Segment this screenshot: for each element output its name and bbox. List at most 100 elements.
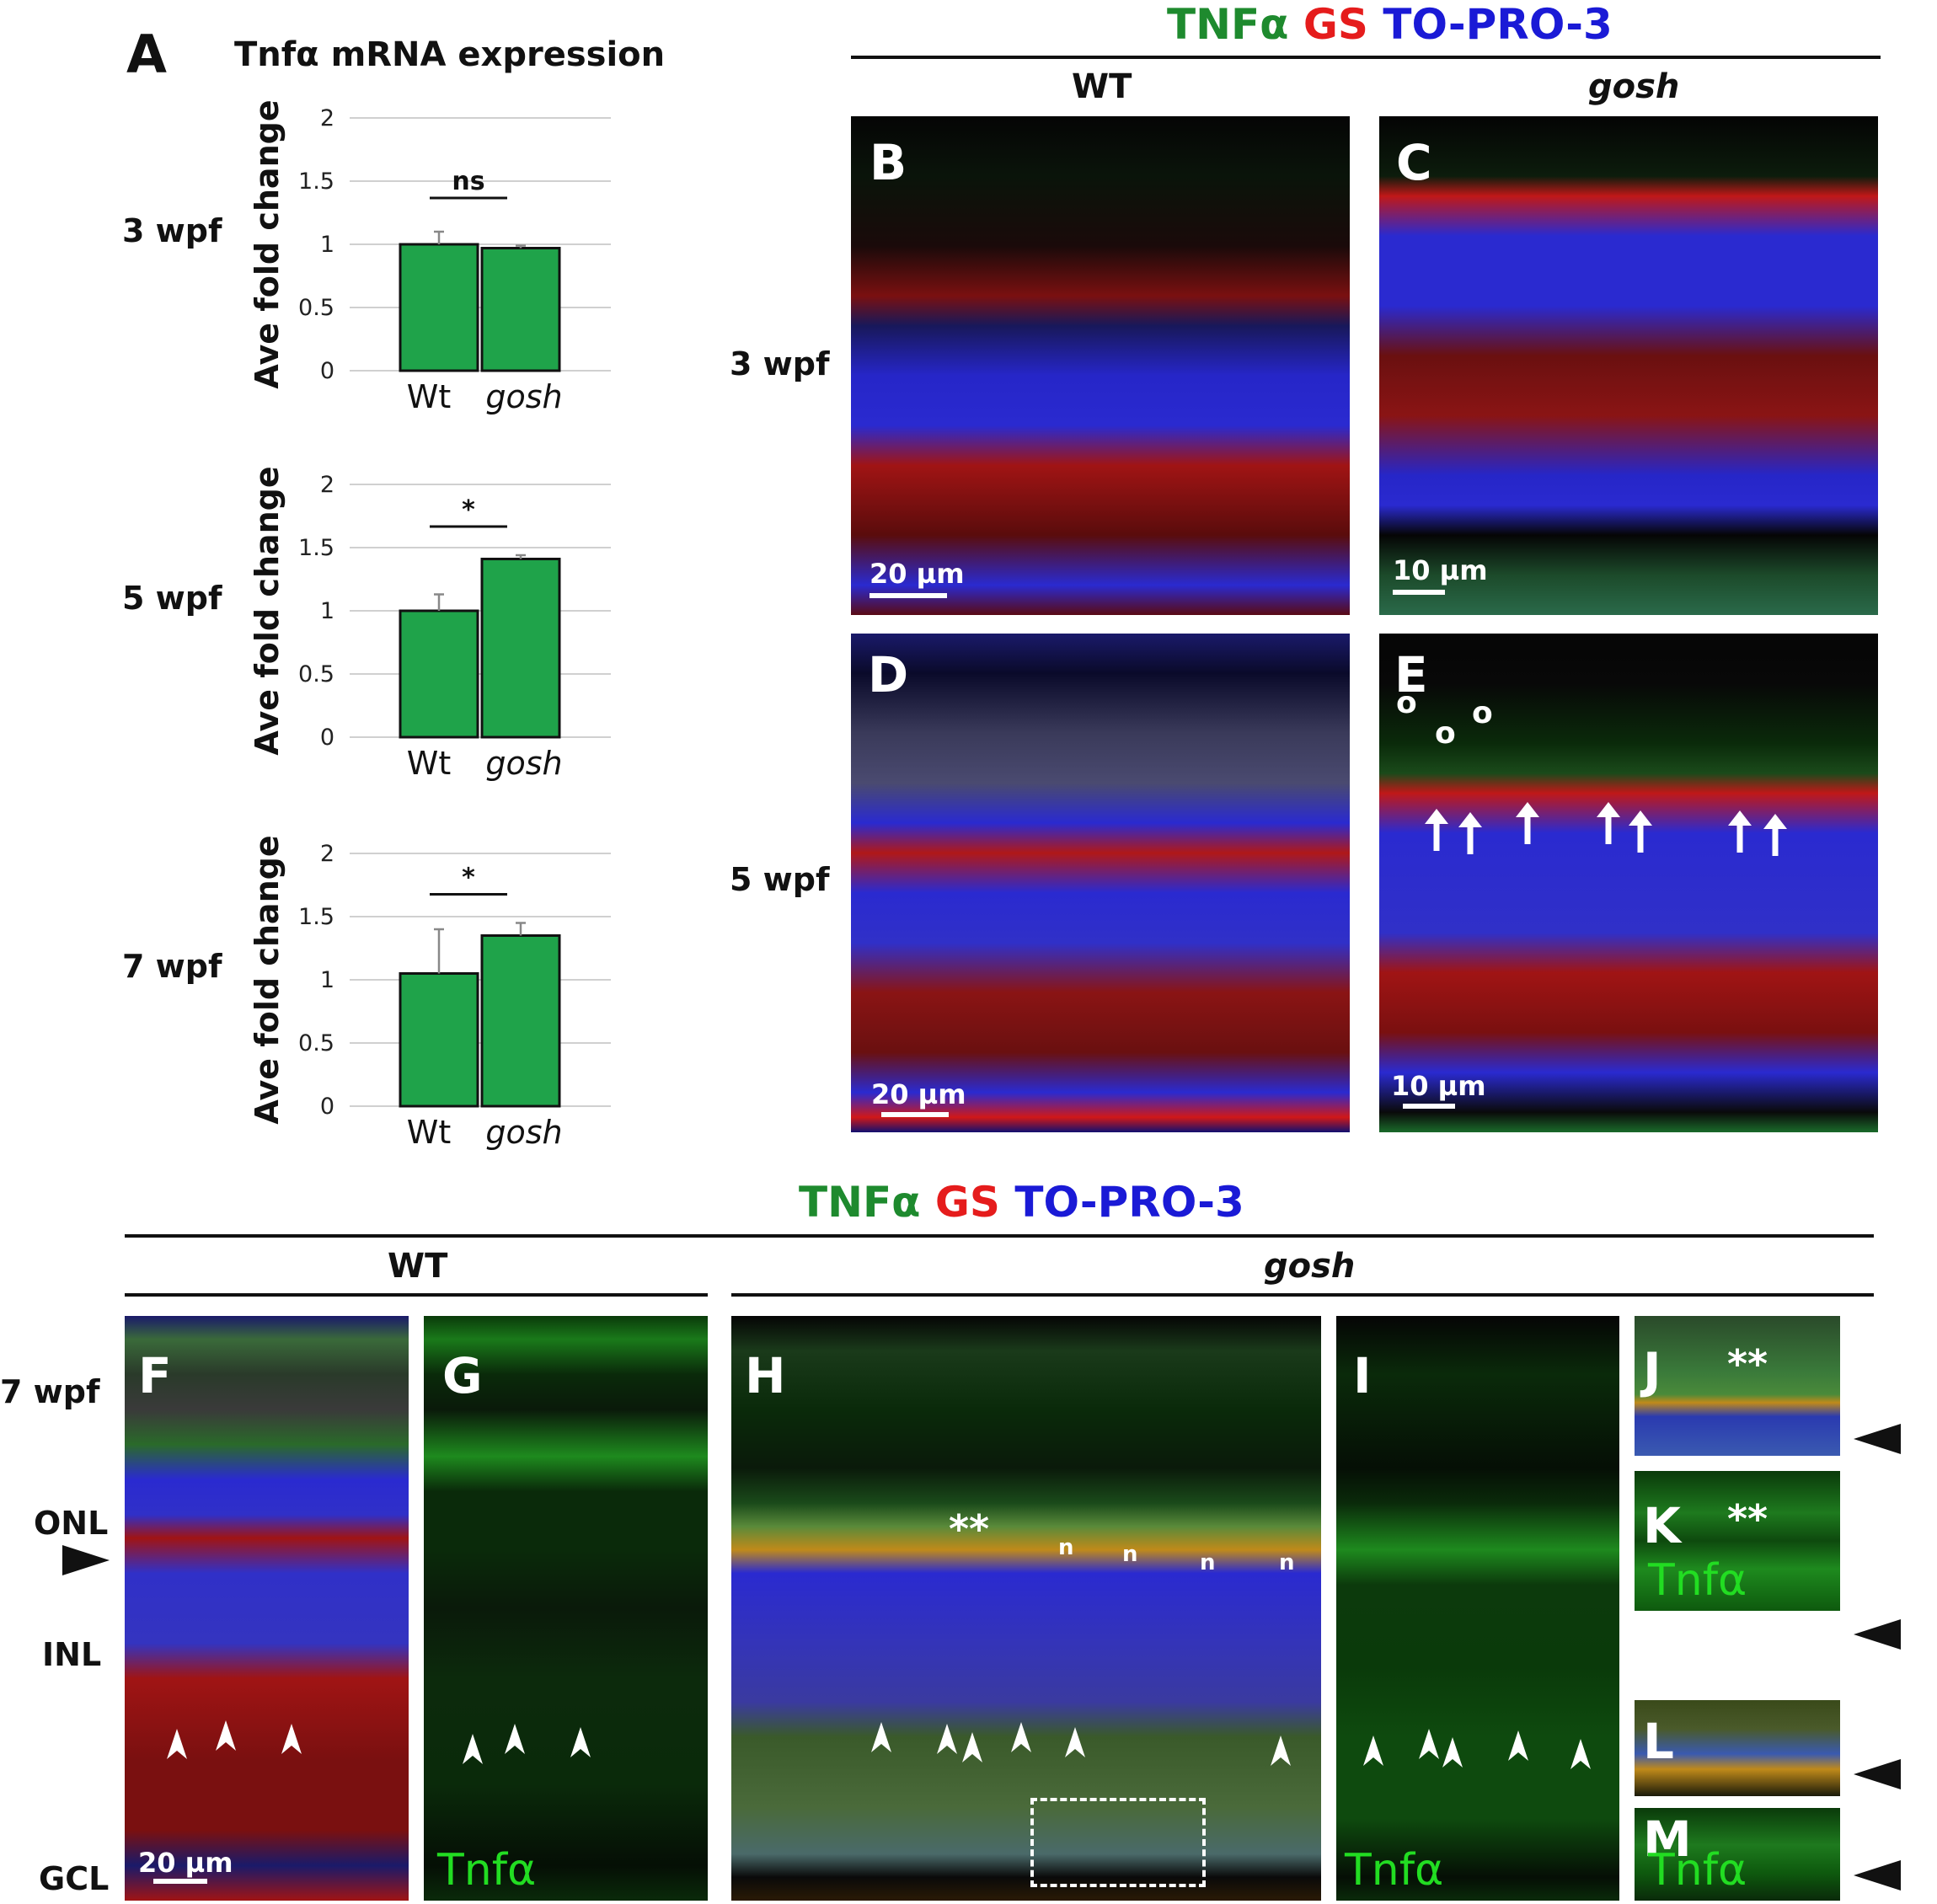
chart-row-label-3: 7 wpf bbox=[122, 948, 222, 985]
panel-m-letter: M bbox=[1643, 1810, 1692, 1868]
arrowhead-l bbox=[1854, 1759, 1901, 1789]
label-gcl: GCL bbox=[39, 1860, 110, 1897]
y-tick-label: 1 bbox=[320, 598, 334, 624]
micrograph-j: J ** bbox=[1635, 1316, 1840, 1456]
x-category-label: Wt bbox=[407, 1114, 451, 1151]
micrograph-c: C 10 µm bbox=[1379, 116, 1878, 615]
up-arrow-icon bbox=[1728, 810, 1752, 853]
y-tick-label: 1.5 bbox=[298, 904, 334, 930]
top-header-wt: WT bbox=[1072, 67, 1132, 106]
label-7wpf: 7 wpf bbox=[0, 1373, 100, 1410]
arrowhead-icon bbox=[1442, 1737, 1463, 1768]
bar-gosh bbox=[480, 247, 561, 372]
n-marker-3: n bbox=[1200, 1550, 1216, 1575]
arrowhead-icon bbox=[1570, 1739, 1591, 1769]
y-tick-label: 0.5 bbox=[298, 661, 334, 687]
y-axis-label: Ave fold change bbox=[249, 466, 286, 755]
arrowheads-h bbox=[871, 1722, 1291, 1766]
n-marker-4: n bbox=[1279, 1550, 1295, 1575]
arrowheads-f bbox=[167, 1720, 302, 1759]
channel-label-k: Tnfα bbox=[1648, 1555, 1747, 1606]
arrowhead-icon bbox=[281, 1724, 302, 1754]
scale-bar-b bbox=[870, 593, 947, 598]
bar-gosh bbox=[480, 558, 561, 739]
top-row-label-5wpf: 5 wpf bbox=[730, 861, 830, 898]
panel-c-letter: C bbox=[1396, 134, 1432, 191]
scale-text-b: 20 µm bbox=[870, 558, 965, 590]
arrowheads-i bbox=[1363, 1729, 1591, 1769]
y-tick-label: 0 bbox=[320, 1094, 334, 1120]
significance-label: * bbox=[462, 864, 475, 893]
y-tick-label: 1 bbox=[320, 967, 334, 993]
up-arrow-icon bbox=[1516, 802, 1539, 844]
panel-b-letter: B bbox=[870, 134, 907, 191]
chart-row-label-1: 3 wpf bbox=[122, 212, 222, 249]
top-stain-legend: TNFα GS TO-PRO-3 bbox=[1167, 0, 1613, 49]
panel-g-letter: G bbox=[442, 1347, 483, 1404]
panel-d-letter: D bbox=[868, 646, 909, 703]
micrograph-g: G Tnfα bbox=[424, 1316, 708, 1901]
x-category-label: gosh bbox=[485, 378, 562, 415]
up-arrow-icon bbox=[1597, 802, 1620, 844]
y-axis-label: Ave fold change bbox=[249, 835, 286, 1124]
micrograph-h: H ** n n n n bbox=[731, 1316, 1321, 1901]
n-marker-2: n bbox=[1122, 1542, 1138, 1567]
panel-a-title: Tnfα mRNA expression bbox=[234, 35, 666, 74]
n-marker-1: n bbox=[1058, 1535, 1074, 1560]
scale-bar-e bbox=[1403, 1104, 1455, 1109]
legend-topro-2: TO-PRO-3 bbox=[1014, 1178, 1244, 1227]
bottom-header-wt: WT bbox=[388, 1247, 448, 1286]
up-arrow-icon bbox=[1458, 812, 1482, 854]
arrowhead-icon bbox=[216, 1720, 236, 1751]
arrowhead-icon bbox=[1271, 1736, 1291, 1766]
bottom-rule-gosh bbox=[731, 1293, 1874, 1297]
y-tick-label: 0.5 bbox=[298, 1030, 334, 1056]
arrowhead-icon bbox=[1508, 1730, 1528, 1761]
scale-bar-f bbox=[153, 1879, 207, 1884]
micrograph-l: L bbox=[1635, 1700, 1840, 1796]
marker-o-3: o bbox=[1472, 696, 1493, 730]
up-arrow-icon bbox=[1425, 809, 1448, 851]
legend-gs: GS bbox=[1303, 0, 1368, 49]
micrograph-i: I Tnfα bbox=[1336, 1316, 1619, 1901]
x-category-label: Wt bbox=[407, 745, 451, 782]
bar-wt bbox=[399, 243, 479, 372]
micrograph-f: F 20 µm bbox=[125, 1316, 409, 1901]
y-tick-label: 0 bbox=[320, 358, 334, 384]
label-onl: ONL bbox=[34, 1505, 109, 1542]
arrowhead-icon bbox=[871, 1722, 891, 1752]
bar-gosh bbox=[480, 934, 561, 1108]
micrograph-b: B 20 µm bbox=[851, 116, 1350, 615]
micrograph-d: D 20 µm bbox=[851, 634, 1350, 1132]
arrowhead-icon bbox=[1419, 1729, 1439, 1759]
scale-text-d: 20 µm bbox=[871, 1078, 966, 1110]
legend-tnf-2: TNFα bbox=[799, 1178, 921, 1227]
stars-j: ** bbox=[1727, 1341, 1768, 1387]
panel-k-letter: K bbox=[1643, 1497, 1681, 1554]
y-tick-label: 1.5 bbox=[298, 535, 334, 561]
y-tick-label: 2 bbox=[320, 472, 334, 498]
onl-arrowhead-left bbox=[62, 1545, 110, 1575]
legend-gs-2: GS bbox=[934, 1178, 1000, 1227]
scale-text-c: 10 µm bbox=[1393, 554, 1488, 586]
bar-wt bbox=[399, 972, 479, 1108]
x-category-label: Wt bbox=[407, 378, 451, 415]
bar-wt bbox=[399, 609, 479, 739]
scale-text-e: 10 µm bbox=[1391, 1070, 1486, 1102]
channel-label-i: Tnfα bbox=[1345, 1845, 1444, 1896]
y-tick-label: 0.5 bbox=[298, 295, 334, 321]
y-tick-label: 1.5 bbox=[298, 168, 334, 195]
bottom-legend-rule bbox=[125, 1234, 1874, 1238]
y-tick-label: 0 bbox=[320, 725, 334, 751]
y-axis-label: Ave fold change bbox=[249, 99, 286, 388]
y-tick-label: 1 bbox=[320, 232, 334, 258]
top-header-gosh: gosh bbox=[1588, 67, 1680, 106]
bottom-header-gosh: gosh bbox=[1264, 1247, 1356, 1286]
up-arrow-icon bbox=[1763, 814, 1787, 856]
top-row-label-3wpf: 3 wpf bbox=[730, 345, 830, 382]
panel-a-letter: A bbox=[126, 24, 167, 85]
y-tick-label: 2 bbox=[320, 841, 334, 867]
x-category-label: gosh bbox=[485, 1114, 562, 1151]
micrograph-m: M Tnfα bbox=[1635, 1808, 1840, 1901]
chart-row-label-2: 5 wpf bbox=[122, 580, 222, 617]
